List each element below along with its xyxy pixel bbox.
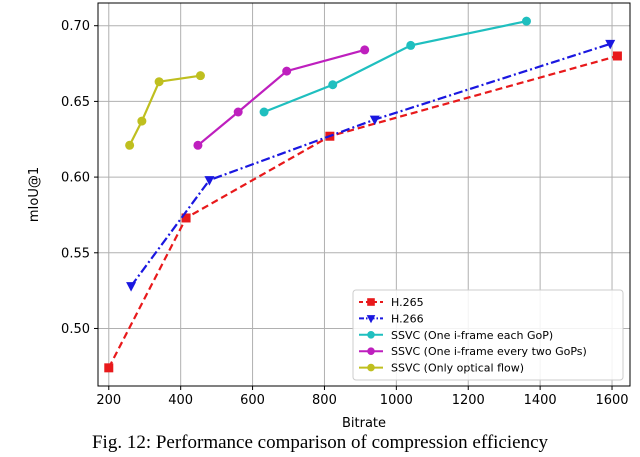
legend-entry: H.266 [359,312,424,325]
legend-label: H.265 [391,296,424,309]
legend-entry: SSVC (Only optical flow) [359,362,524,375]
data-point-circle [521,16,531,26]
series-line [263,20,527,114]
x-tick-label: 1200 [452,393,485,408]
legend-box [352,289,624,381]
x-tick-label: 400 [168,393,193,408]
series-5 [125,71,205,150]
y-tick-label: 0.50 [61,322,90,337]
series-2 [126,39,616,292]
x-axis-label: Bitrate [342,416,386,431]
chart: 200 400 600 800 1000 1200 1400 1600 0.50 0.55 0.60… [27,2,631,431]
data-point-circle [367,347,375,356]
data-point-square [612,51,622,61]
data-point-circle [195,71,205,81]
plot-frame [97,2,631,387]
data-point-circle [282,66,292,76]
legend-entry: SSVC (One i-frame every two GoPs) [359,345,587,358]
data-point-circle [406,40,416,50]
data-point-square [104,363,114,373]
data-point-triangle [605,39,616,50]
data-point-circle [259,107,269,117]
data-point-square [367,298,375,306]
x-tick-label: 200 [96,393,121,408]
legend-label: SSVC (One i-frame every two GoPs) [391,345,587,358]
x-tick-label: 600 [240,393,265,408]
legend: H.265 H.266 SSVC (One i-frame each GoP) SSV… [352,289,624,381]
data-point-circle [233,107,243,117]
axis-ticks: 200 400 600 800 1000 1200 1400 1600 0.50 0.55 0.60… [61,19,629,408]
x-tick-label: 1400 [524,393,557,408]
series-layer [104,16,622,373]
legend-entry: SSVC (One i-frame each GoP) [359,329,553,342]
data-point-circle [360,45,370,55]
data-point-square [181,213,191,223]
data-point-circle [154,77,164,87]
series-4 [193,45,370,150]
y-tick-label: 0.60 [61,171,90,186]
legend-label: SSVC (Only optical flow) [391,362,524,375]
legend-label: SSVC (One i-frame each GoP) [391,329,553,342]
data-point-triangle [366,315,376,324]
data-point-circle [367,331,375,339]
y-tick-label: 0.65 [61,95,90,110]
x-tick-label: 1600 [595,393,628,408]
data-point-circle [137,116,147,126]
x-tick-label: 800 [312,393,337,408]
data-point-triangle [126,282,137,292]
legend-entry: H.265 [359,296,424,309]
data-point-circle [367,363,375,372]
figure-caption: Fig. 12: Performance comparison of compr… [91,432,549,453]
y-tick-label: 0.55 [61,246,90,261]
series-3 [259,16,531,117]
y-axis-label: mIoU@1 [27,167,42,222]
legend-label: H.266 [391,312,424,325]
series-line [128,74,201,146]
data-point-triangle [369,115,380,126]
data-point-circle [193,140,203,150]
data-point-circle [125,140,135,150]
data-point-circle [328,80,338,90]
series-line [197,48,366,147]
y-tick-label: 0.70 [61,19,90,34]
data-point-triangle [204,176,215,186]
series-line [130,42,611,287]
x-tick-label: 1000 [380,393,413,408]
